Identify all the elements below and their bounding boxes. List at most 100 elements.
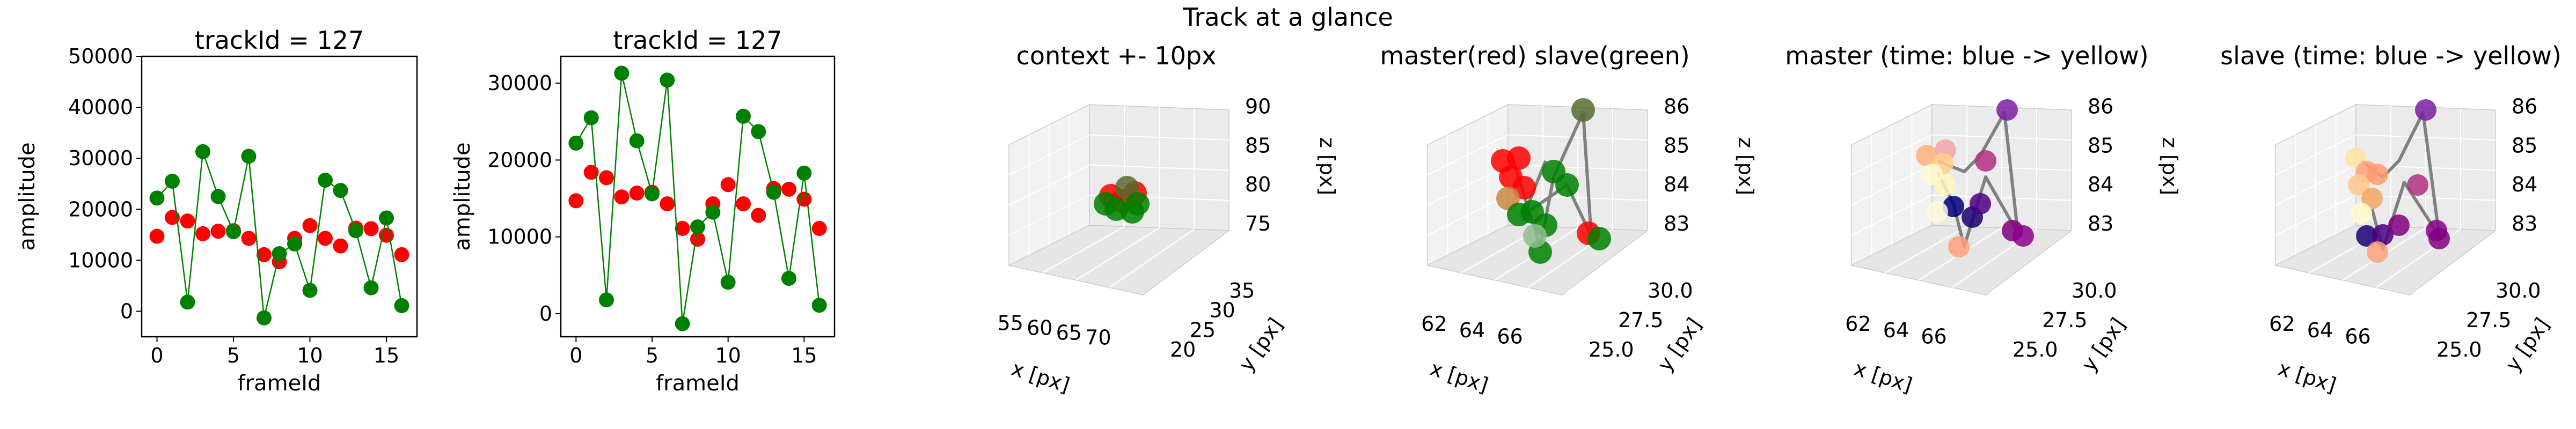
data-point bbox=[318, 231, 333, 246]
x-tick-label: 60 bbox=[1027, 316, 1052, 340]
grid-lines bbox=[1008, 106, 1230, 289]
y-axis-label: y [px] bbox=[1234, 314, 1288, 376]
z-tick-label: 85 bbox=[1664, 134, 1689, 157]
data-point bbox=[796, 191, 812, 207]
x-axis-label: x [px] bbox=[2275, 357, 2339, 397]
data-point bbox=[149, 190, 165, 206]
data-point bbox=[2348, 174, 2369, 196]
data-point bbox=[1975, 150, 1996, 172]
y-tick-label: 30.0 bbox=[1648, 279, 1693, 302]
data-point bbox=[180, 213, 195, 229]
series-2 bbox=[568, 65, 827, 331]
z-tick-label: 83 bbox=[2512, 212, 2537, 235]
data-point bbox=[629, 186, 645, 201]
data-point bbox=[272, 246, 287, 262]
x-tick-label: 10 bbox=[715, 344, 741, 367]
x-tick-label: 15 bbox=[791, 344, 817, 367]
z-tick-label: 85 bbox=[1245, 134, 1271, 157]
data-point bbox=[287, 236, 302, 252]
data-point bbox=[1587, 227, 1611, 250]
scatter3d-chart-1: context +- 10px 75 80 85 90 z [px] 55 60 65 70 x [… bbox=[998, 41, 1339, 397]
x-axis-label: frameId bbox=[238, 371, 321, 396]
z-tick-label: 80 bbox=[1245, 173, 1271, 196]
data-point bbox=[348, 223, 363, 239]
chart-title: context +- 10px bbox=[1016, 41, 1217, 70]
data-point bbox=[720, 275, 736, 290]
y-tick-label: 20000 bbox=[487, 148, 552, 172]
x-tick-label: 10 bbox=[297, 344, 323, 367]
data-point bbox=[599, 292, 614, 308]
x-axis-label: x [px] bbox=[1009, 357, 1073, 397]
z-tick-label: 86 bbox=[2088, 95, 2113, 119]
data-point bbox=[1523, 224, 1547, 248]
y-tick-label: 25.0 bbox=[2436, 338, 2482, 361]
grid-line bbox=[1427, 164, 1509, 206]
figure-suptitle: Track at a glance bbox=[1182, 3, 1393, 32]
y-tick-label: 25.0 bbox=[1589, 338, 1634, 361]
x-tick-label: 66 bbox=[1921, 325, 1946, 349]
grid-line bbox=[1008, 164, 1090, 206]
data-point bbox=[1970, 193, 1991, 214]
y-tick-label: 27.5 bbox=[2042, 308, 2088, 332]
data-point bbox=[257, 310, 272, 326]
z-tick-label: 90 bbox=[1245, 95, 1271, 119]
grid-line bbox=[1885, 226, 1967, 273]
z-axis-label: z [px] bbox=[1734, 137, 1758, 195]
data-point bbox=[675, 316, 690, 331]
y-tick-label: 30 bbox=[1209, 299, 1235, 322]
data-point bbox=[2415, 99, 2436, 121]
data-point bbox=[333, 238, 348, 254]
data-point bbox=[1571, 98, 1595, 122]
data-point bbox=[811, 298, 827, 313]
x-axis-label: x [px] bbox=[1428, 357, 1491, 397]
z-tick-label: 84 bbox=[1664, 173, 1689, 196]
chart-title: master(red) slave(green) bbox=[1380, 41, 1689, 70]
y-axis-label: amplitude bbox=[450, 142, 475, 250]
series-line bbox=[156, 151, 402, 319]
line-chart-2: trackId = 127 0 5 10 15 0 10000 20000 30000 frame… bbox=[450, 26, 836, 396]
data-point bbox=[614, 65, 630, 81]
y-tick-label: 25.0 bbox=[2012, 338, 2058, 361]
x-tick-label: 65 bbox=[1056, 321, 1082, 345]
x-tick-label: 55 bbox=[998, 311, 1023, 335]
data-point bbox=[226, 224, 241, 240]
y-tick-label: 35 bbox=[1229, 279, 1255, 302]
data-point bbox=[736, 108, 751, 124]
data-point bbox=[1935, 174, 1956, 196]
data-point bbox=[1507, 146, 1531, 170]
y-tick-label: 20 bbox=[1170, 338, 1196, 361]
data-point bbox=[210, 224, 226, 239]
data-point bbox=[583, 110, 599, 125]
data-point bbox=[690, 232, 705, 247]
chart-title: master (time: blue -> yellow) bbox=[1785, 41, 2148, 70]
data-point bbox=[1948, 236, 1970, 257]
data-point bbox=[568, 135, 584, 151]
z-tick-label: 84 bbox=[2512, 173, 2537, 196]
y-tick-label: 25 bbox=[1190, 318, 1216, 342]
data-point bbox=[751, 124, 766, 139]
data-point bbox=[690, 219, 705, 235]
data-point bbox=[195, 226, 210, 241]
data-point bbox=[1996, 99, 2018, 121]
y-tick-label: 10000 bbox=[68, 248, 133, 272]
scatter3d-chart-2: master(red) slave(green) 83 84 85 86 z [px] 62… bbox=[1380, 41, 1758, 397]
series-2 bbox=[149, 144, 409, 326]
data-point bbox=[2351, 203, 2372, 224]
y-tick-label: 30.0 bbox=[2496, 279, 2541, 302]
x-tick-label: 70 bbox=[1085, 326, 1111, 350]
data-point bbox=[2407, 174, 2428, 196]
data-point bbox=[363, 221, 379, 236]
data-point bbox=[705, 204, 721, 220]
data-point bbox=[180, 294, 195, 310]
grid-line bbox=[1075, 227, 1160, 281]
x-tick-label: 5 bbox=[227, 344, 240, 367]
data-point bbox=[781, 271, 796, 286]
data-point bbox=[165, 173, 180, 189]
plot-frame bbox=[560, 55, 836, 338]
x-tick-label: 66 bbox=[2345, 325, 2370, 349]
chart-title: trackId = 127 bbox=[613, 26, 782, 55]
x-tick-label: 62 bbox=[2269, 312, 2295, 336]
y-tick-label: 30000 bbox=[487, 71, 552, 95]
data-point bbox=[1094, 192, 1117, 216]
